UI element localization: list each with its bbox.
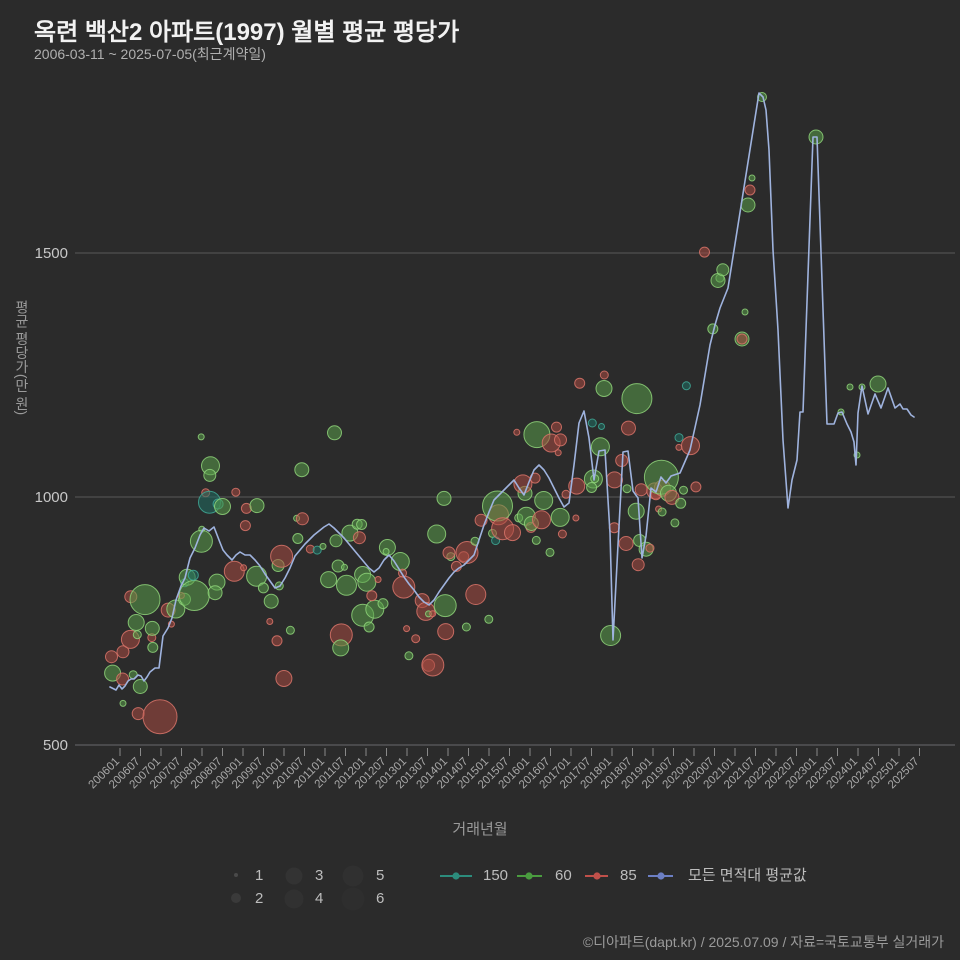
svg-text:모든 면적대 평균값: 모든 면적대 평균값 [688,867,807,884]
svg-text:2: 2 [255,890,263,907]
svg-text:6: 6 [376,890,384,907]
svg-text:150: 150 [483,867,508,884]
svg-text:4: 4 [315,890,323,907]
svg-text:5: 5 [376,867,384,884]
svg-text:85: 85 [620,867,637,884]
svg-text:3: 3 [315,867,323,884]
svg-text:60: 60 [555,867,572,884]
svg-text:500: 500 [43,737,68,754]
svg-text:1500: 1500 [35,245,68,262]
svg-text:1000: 1000 [35,489,68,506]
svg-text:1: 1 [255,867,263,884]
